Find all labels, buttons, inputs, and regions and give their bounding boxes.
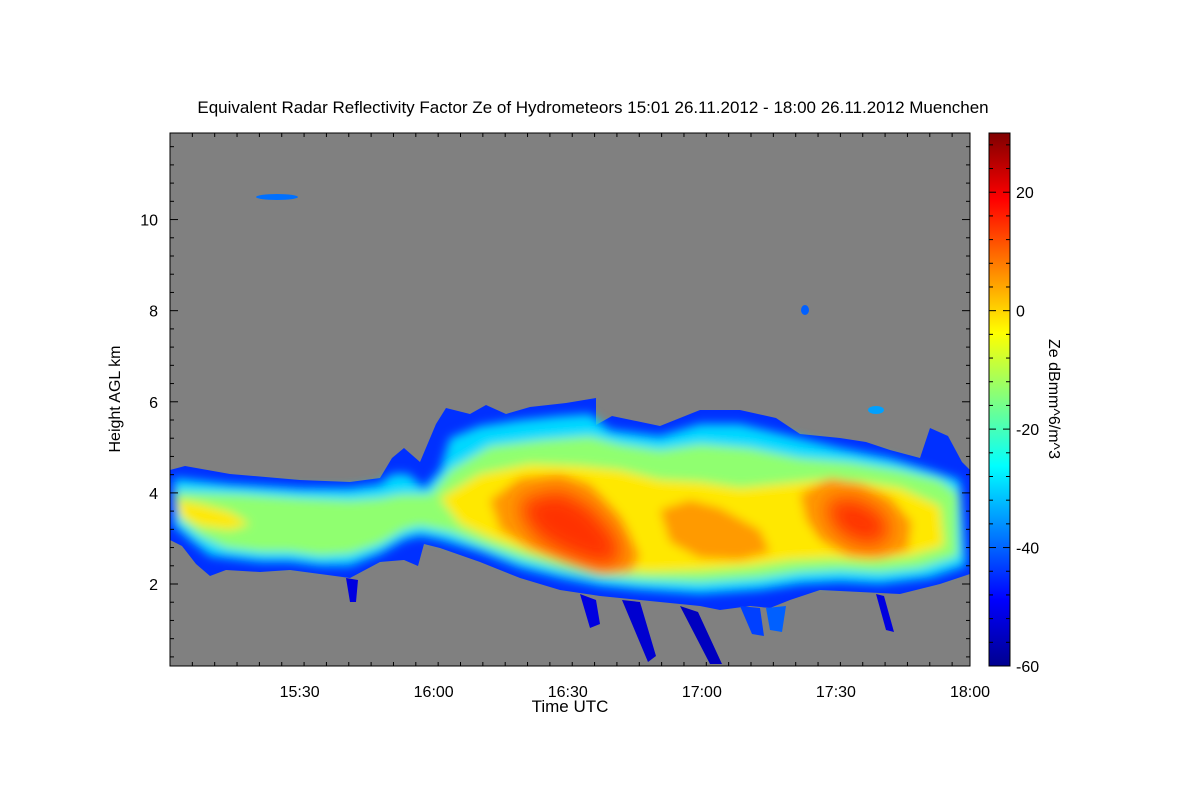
- precip-streak-2: [622, 600, 656, 662]
- plot-frame: [169, 132, 971, 667]
- x-axis: 15:30 16:00 16:30 17:00 17:30 18:00: [169, 133, 990, 701]
- colorbar-tick-label: -40: [1016, 541, 1039, 558]
- y-axis: 2 4 6 8 10: [140, 146, 970, 658]
- y-tick-label: 4: [149, 486, 158, 503]
- x-tick-label: 17:00: [682, 684, 722, 701]
- colorbar-axis: 20 0 -20 -40 -60: [989, 144, 1039, 676]
- y-tick-label: 8: [149, 304, 158, 321]
- colorbar-tick-label: 0: [1016, 304, 1025, 321]
- precip-streak-1: [580, 594, 600, 628]
- chart-title: Equivalent Radar Reflectivity Factor Ze …: [197, 98, 989, 117]
- colorbar-tick-label: -20: [1016, 422, 1039, 439]
- y-tick-label: 6: [149, 395, 158, 412]
- x-tick-label: 18:00: [950, 684, 990, 701]
- reflectivity-echoes: [170, 194, 970, 664]
- precip-streak-3: [680, 606, 722, 664]
- colorbar-tick-label: 20: [1016, 185, 1034, 202]
- x-tick-label: 16:00: [414, 684, 454, 701]
- x-axis-label: Time UTC: [531, 697, 609, 716]
- precip-streak-7: [876, 594, 894, 632]
- precip-streak-4: [740, 606, 764, 636]
- colorbar-label: Ze dBmm^6/m^3: [1045, 339, 1062, 459]
- precip-streak-5: [766, 606, 786, 632]
- y-axis-label: Height AGL km: [107, 345, 124, 453]
- high-echo-1: [256, 194, 298, 200]
- high-echo-3: [868, 406, 884, 414]
- precip-streak-6: [346, 578, 358, 602]
- y-tick-label: 2: [149, 577, 158, 594]
- x-tick-label: 16:30: [548, 684, 588, 701]
- x-tick-label: 15:30: [280, 684, 320, 701]
- high-echo-2: [801, 305, 809, 315]
- colorbar-tick-label: -60: [1016, 659, 1039, 676]
- y-tick-label: 10: [140, 213, 158, 230]
- x-tick-label: 17:30: [816, 684, 856, 701]
- echo-core-red: [520, 490, 890, 566]
- colorbar: [988, 132, 1011, 667]
